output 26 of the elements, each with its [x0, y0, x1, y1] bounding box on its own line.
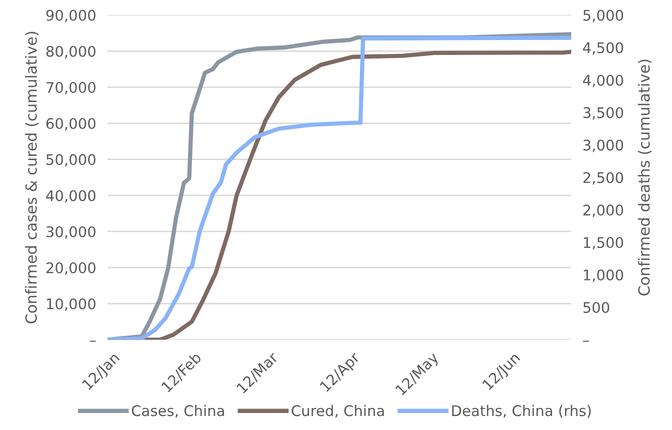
y2-tick-label: 4,000: [583, 74, 624, 88]
y2-tick-label: –: [583, 340, 589, 342]
legend-label: Cases, China: [132, 404, 224, 418]
y-tick-label: 70,000: [46, 82, 96, 94]
y2-tick-label: 2,500: [583, 172, 624, 185]
y-tick-label: 40,000: [46, 190, 96, 203]
y2-tick-label: 1,000: [584, 269, 624, 282]
y-tick-label: 50,000: [46, 154, 96, 167]
legend-label: Cured, China: [292, 404, 384, 418]
y-tick-label: –: [90, 340, 96, 342]
y2-tick-label: 3,000: [583, 140, 624, 152]
y-tick-label: 80,000: [46, 46, 96, 58]
y2-tick-label: 5,000: [583, 10, 624, 22]
y-tick-label: 60,000: [46, 118, 96, 131]
y2-tick-label: 1,500: [584, 237, 624, 250]
y-tick-label: 20,000: [46, 262, 96, 275]
y2-tick-label: 3,500: [583, 107, 624, 120]
y-tick-label: 10,000: [46, 298, 96, 311]
y2-tick-label: 2,000: [583, 204, 624, 218]
y-axis-title: Confirmed cases & cured (cumulative): [25, 32, 39, 324]
y2-tick-label: 500: [583, 302, 610, 313]
y-tick-label: 30,000: [46, 226, 96, 239]
legend-label: Deaths, China (rhs): [452, 404, 591, 418]
y2-axis-title: Confirmed deaths (cumulative): [638, 60, 652, 296]
y2-tick-label: 4,500: [583, 42, 624, 55]
y-tick-label: 90,000: [46, 10, 96, 22]
